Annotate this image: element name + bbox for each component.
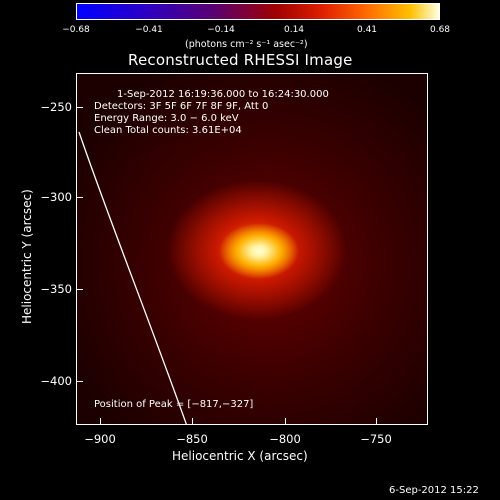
x-tick-label: −900 [84, 432, 116, 446]
clean-total-counts-text: Clean Total counts: 3.61E+04 [94, 125, 242, 136]
detectors-text: Detectors: 3F 5F 6F 7F 8F 9F, Att 0 [94, 101, 269, 112]
x-tick-label: −800 [269, 432, 301, 446]
energy-range-text: Energy Range: 3.0 − 6.0 keV [94, 113, 239, 124]
colorbar-tick: 0.14 [283, 25, 305, 35]
colorbar-tick: −0.68 [62, 25, 90, 35]
peak-position-text: Position of Peak = [−817,−327] [94, 399, 254, 410]
colorbar-units: (photons cm⁻² s⁻¹ asec⁻²) [185, 39, 308, 50]
y-axis-label: Heliocentric Y (arcsec) [20, 189, 34, 324]
y-tick-mark [76, 197, 83, 198]
y-tick-label: −250 [40, 100, 72, 114]
y-tick-label: −400 [40, 374, 72, 388]
colorbar [76, 3, 440, 20]
x-tick-mark [100, 418, 101, 425]
colorbar-tick: 0.41 [356, 25, 378, 35]
x-tick-label: −850 [176, 432, 208, 446]
image-title: Reconstructed RHESSI Image [128, 51, 353, 69]
y-tick-mark [76, 107, 83, 108]
footer-timestamp: 6-Sep-2012 15:22 [389, 485, 479, 496]
time-range-text: 1-Sep-2012 16:19:36.000 to 16:24:30.000 [117, 89, 329, 100]
x-tick-mark [285, 418, 286, 425]
y-tick-mark [76, 381, 83, 382]
x-tick-mark [192, 418, 193, 425]
colorbar-tick: 0.68 [429, 25, 451, 35]
colorbar-tick: −0.41 [135, 25, 163, 35]
x-tick-mark [376, 418, 377, 425]
x-axis-label: Heliocentric X (arcsec) [172, 449, 308, 463]
solar-limb-line [78, 131, 187, 424]
y-tick-mark [76, 289, 83, 290]
x-tick-label: −750 [360, 432, 392, 446]
rhessi-image-plot: 1-Sep-2012 16:19:36.000 to 16:24:30.000 … [76, 73, 428, 425]
y-tick-label: −300 [40, 190, 72, 204]
y-tick-label: −350 [40, 282, 72, 296]
colorbar-tick: −0.14 [207, 25, 235, 35]
